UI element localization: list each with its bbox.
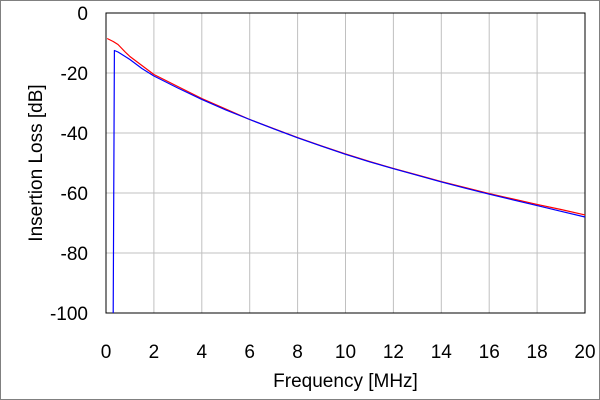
y-tick-label: 0 — [77, 4, 88, 25]
x-tick-label: 4 — [197, 342, 208, 363]
x-tick-label: 18 — [527, 342, 548, 363]
y-axis-title: Insertion Loss [dB] — [26, 84, 47, 241]
x-tick-label: 0 — [101, 342, 112, 363]
series-layer — [106, 37, 586, 314]
x-tick-labels: 0 2 4 6 8 10 12 14 16 18 20 — [101, 342, 596, 363]
plot-area — [105, 12, 586, 314]
x-axis-title: Frequency [MHz] — [273, 371, 418, 392]
x-tick-label: 20 — [574, 342, 595, 363]
x-tick-label: 6 — [244, 342, 255, 363]
x-tick-label: 8 — [292, 342, 303, 363]
grid-lines — [105, 12, 586, 314]
x-tick-label: 12 — [383, 342, 404, 363]
y-tick-label: -40 — [61, 124, 88, 145]
y-tick-label: -100 — [50, 304, 88, 325]
y-tick-label: -60 — [61, 184, 88, 205]
y-tick-label: -80 — [61, 244, 88, 265]
x-tick-label: 10 — [335, 342, 356, 363]
x-tick-label: 16 — [479, 342, 500, 363]
x-tick-label: 14 — [431, 342, 453, 363]
y-tick-label: -20 — [61, 64, 88, 85]
series-line-2 — [112, 49, 586, 314]
y-tick-labels: 0 -20 -40 -60 -80 -100 — [50, 4, 88, 325]
series-line-1 — [106, 37, 586, 216]
x-tick-label: 2 — [149, 342, 160, 363]
